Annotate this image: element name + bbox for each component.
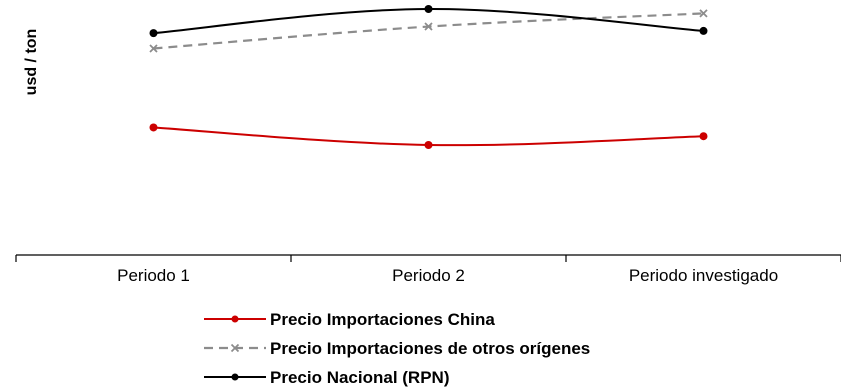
- legend-label: Precio Importaciones China: [270, 310, 495, 329]
- x-axis-tick-labels: Periodo 1 Periodo 2 Periodo investigado: [117, 266, 778, 285]
- x-axis-ticks: [15, 255, 841, 262]
- legend-label: Precio Nacional (RPN): [270, 368, 450, 387]
- data-point-periodo-investigado: [699, 26, 708, 35]
- data-point-periodo-1: [149, 44, 158, 53]
- series-precio-nacional-rpn: [149, 5, 708, 38]
- legend-item-precio-nacional-rpn: Precio Nacional (RPN): [204, 368, 450, 387]
- series-line: [153, 12, 704, 50]
- x-tick-label-periodo-2: Periodo 2: [392, 266, 465, 285]
- data-point-periodo-2: [424, 5, 433, 13]
- series-precio-importaciones-china: [149, 123, 708, 149]
- data-point-periodo-investigado: [699, 132, 708, 141]
- data-point-periodo-2: [424, 141, 433, 149]
- series-precio-importaciones-de-otros-origenes: [149, 9, 708, 53]
- data-point-periodo-2: [424, 22, 433, 31]
- y-axis-label: usd / ton: [23, 29, 40, 96]
- legend-item-precio-importaciones-de-otros-origenes: Precio Importaciones de otros orígenes: [204, 339, 590, 358]
- x-tick-label-periodo-1: Periodo 1: [117, 266, 190, 285]
- legend-item-precio-importaciones-china: Precio Importaciones China: [204, 310, 495, 329]
- legend-marker: [230, 343, 240, 353]
- data-point-periodo-1: [149, 123, 158, 132]
- x-tick-label-periodo-investigado: Periodo investigado: [629, 266, 778, 285]
- series-layer: [149, 5, 708, 149]
- data-point-periodo-investigado: [699, 9, 708, 18]
- legend: Precio Importaciones China Precio Importa…: [204, 310, 590, 387]
- legend-label: Precio Importaciones de otros orígenes: [270, 339, 590, 358]
- legend-marker: [231, 315, 239, 323]
- data-point-periodo-1: [149, 29, 158, 38]
- legend-marker: [231, 373, 239, 381]
